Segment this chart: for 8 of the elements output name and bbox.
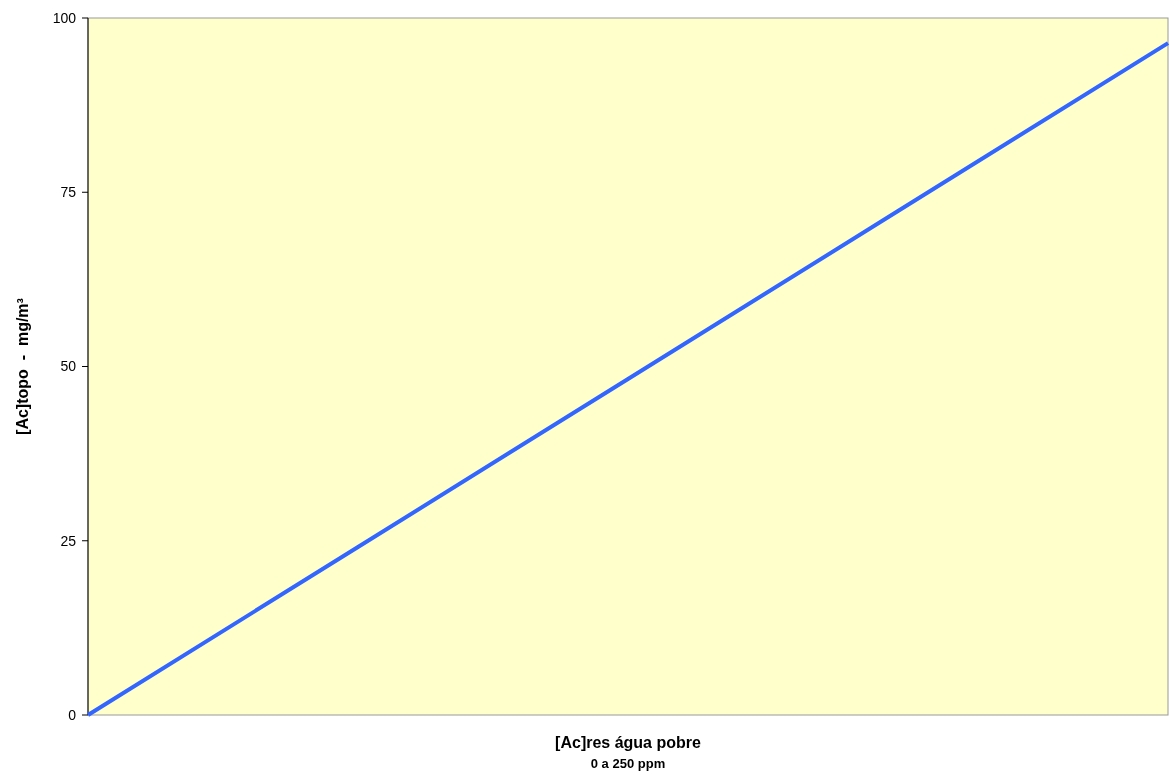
x-axis-title: [Ac]res água pobre 0 a 250 ppm — [555, 734, 702, 771]
y-tick-label: 50 — [60, 358, 77, 375]
y-tick-label: 0 — [68, 706, 77, 723]
y-tick-label: 25 — [60, 532, 77, 549]
y-tick-label: 75 — [60, 184, 77, 201]
y-axis-title: [Ac]topo - mg/m³ — [14, 298, 31, 435]
y-tick-label: 100 — [52, 9, 77, 26]
line-series — [86, 41, 1170, 717]
